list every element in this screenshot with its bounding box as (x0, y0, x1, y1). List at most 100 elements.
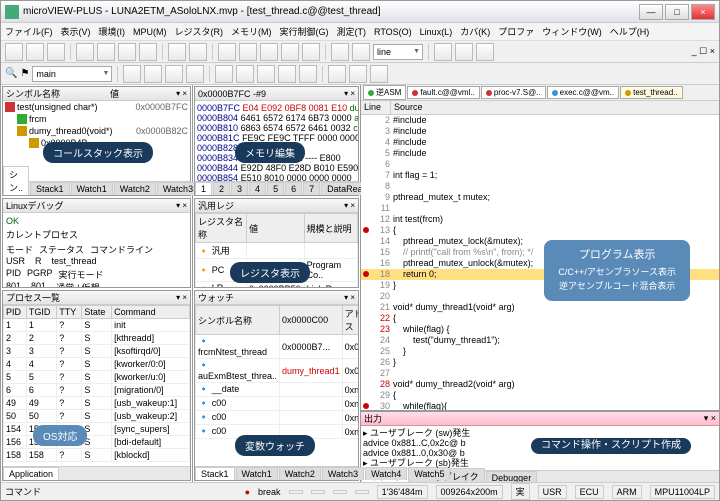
code-line[interactable]: 21void* dumy_thread1(void* arg) (361, 302, 719, 313)
window-menu-close[interactable]: _ ☐ × (692, 46, 715, 57)
source-tab[interactable]: 逆ASM (363, 85, 406, 100)
tb-btn[interactable] (239, 43, 257, 61)
tab[interactable]: Watch1 (71, 182, 113, 195)
menu-item[interactable]: ファイル(F) (5, 25, 53, 38)
menu-item[interactable]: 表示(V) (61, 25, 91, 38)
menu-item[interactable]: 環境(I) (99, 25, 126, 38)
tab[interactable]: シン.. (3, 166, 29, 195)
tb-btn[interactable] (434, 43, 452, 61)
process-row[interactable]: 154154?S[sync_supers] (4, 423, 190, 436)
tb-btn[interactable] (139, 43, 157, 61)
menu-item[interactable]: RTOS(O) (374, 27, 412, 37)
code-line[interactable]: 4#include (361, 137, 719, 148)
code-line[interactable]: 28void* dumy_thread2(void* arg) (361, 379, 719, 390)
tb-btn[interactable] (476, 43, 494, 61)
tab[interactable]: 5 (267, 182, 284, 195)
hex-row[interactable]: 0000B854 E510 8010 0000 0000 0000 (197, 173, 356, 181)
tb-btn[interactable] (123, 65, 141, 83)
menu-item[interactable]: MPU(M) (133, 27, 167, 37)
tb-btn[interactable] (76, 43, 94, 61)
process-row[interactable]: 11?Sinit (4, 319, 190, 332)
menu-item[interactable]: カバ(K) (460, 25, 490, 38)
tb-btn[interactable] (144, 65, 162, 83)
line-combo[interactable]: line (373, 44, 423, 60)
tab[interactable]: Debugger (486, 471, 538, 482)
menu-item[interactable]: レジスタ(R) (175, 25, 224, 38)
code-line[interactable]: 24 test("dumy_thread1"); (361, 335, 719, 346)
binoculars-icon[interactable]: 🔍 (5, 68, 17, 79)
code-line[interactable]: 22{ (361, 313, 719, 324)
tab-application[interactable]: Application (3, 467, 59, 480)
tb-btn[interactable] (186, 65, 204, 83)
code-line[interactable]: 23 while(flag) { (361, 324, 719, 335)
code-line[interactable]: 12int test(frcm) (361, 214, 719, 225)
tb-btn[interactable] (281, 43, 299, 61)
code-line[interactable]: 13{ (361, 225, 719, 236)
watch-row[interactable]: 🔹 c000xnull (196, 397, 359, 411)
hex-row[interactable]: 0000B804 6461 6572 6174 6B73 0000 ad.tas… (197, 113, 356, 123)
tb-btn[interactable] (370, 65, 388, 83)
tb-btn[interactable] (328, 65, 346, 83)
tb-btn[interactable] (299, 65, 317, 83)
tb-btn[interactable] (349, 65, 367, 83)
tab[interactable]: 4 (249, 182, 266, 195)
register-row[interactable]: 🔸 汎用 (196, 243, 358, 259)
tab[interactable]: Stack1 (195, 467, 235, 480)
tree-row[interactable]: dumy_thread0(void*)0x0000B82C (3, 125, 190, 137)
menu-item[interactable]: ウィンドウ(W) (542, 25, 602, 38)
code-line[interactable]: 26} (361, 357, 719, 368)
tab[interactable]: 7 (303, 182, 320, 195)
code-line[interactable]: 7int flag = 1; (361, 170, 719, 181)
tb-btn[interactable] (189, 43, 207, 61)
tab[interactable]: Watch1 (236, 467, 278, 480)
process-row[interactable]: 22?S[kthreadd] (4, 332, 190, 345)
code-line[interactable]: 9pthread_mutex_t mutex; (361, 192, 719, 203)
panel-close-icon[interactable]: ▾ × (344, 89, 355, 98)
code-line[interactable]: 30 while(flag){ (361, 401, 719, 410)
process-row[interactable]: 4949?S[usb_wakeup:1] (4, 397, 190, 410)
tb-btn[interactable] (331, 43, 349, 61)
tb-btn[interactable] (218, 43, 236, 61)
code-line[interactable]: 3#include (361, 126, 719, 137)
tab[interactable]: 6 (285, 182, 302, 195)
source-tab[interactable]: proc-v7.S@.. (481, 86, 546, 99)
code-line[interactable]: 6 (361, 159, 719, 170)
tb-btn[interactable] (257, 65, 275, 83)
tab[interactable]: Stack1 (30, 182, 70, 195)
tb-btn[interactable] (47, 43, 65, 61)
tab[interactable]: 1 (195, 182, 212, 195)
process-row[interactable]: 156156?S[bdi-default] (4, 436, 190, 449)
tb-btn[interactable] (165, 65, 183, 83)
tb-btn[interactable] (97, 43, 115, 61)
close-button[interactable]: × (691, 4, 715, 20)
tb-btn[interactable] (352, 43, 370, 61)
main-combo[interactable]: main (32, 66, 112, 82)
code-line[interactable]: 8 (361, 181, 719, 192)
code-line[interactable]: 2#include (361, 115, 719, 126)
watch-row[interactable]: 🔹 c000xnull (196, 411, 359, 425)
source-tab[interactable]: test_thread.. (620, 86, 682, 99)
tb-btn[interactable] (5, 43, 23, 61)
tb-btn[interactable] (455, 43, 473, 61)
menu-item[interactable]: 測定(T) (337, 25, 367, 38)
tab[interactable]: 3 (231, 182, 248, 195)
hex-row[interactable]: 0000B7FC E04 E092 0BF8 0081 E10 dumy_thr… (197, 103, 356, 113)
panel-close-icon[interactable]: ▾ × (176, 89, 187, 98)
hex-row[interactable]: 0000B810 6863 6574 6572 6461 0032 check.… (197, 123, 356, 133)
tab[interactable]: Watch3 (157, 182, 199, 195)
watch-row[interactable]: 🔹 __date0xnull (196, 383, 359, 397)
process-row[interactable]: 5050?S[usb_wakeup:2] (4, 410, 190, 423)
code-line[interactable]: 11 (361, 203, 719, 214)
menu-item[interactable]: Linux(L) (420, 27, 453, 37)
code-line[interactable]: 27 (361, 368, 719, 379)
tree-row[interactable]: frcm (3, 113, 190, 125)
process-row[interactable]: 55?S[kworker/u:0] (4, 371, 190, 384)
tb-btn[interactable] (236, 65, 254, 83)
panel-close-icon[interactable]: ▾ × (344, 293, 355, 302)
process-row[interactable]: 158158?S[kblockd] (4, 449, 190, 462)
flag-icon[interactable]: ⚑ (20, 68, 29, 79)
minimize-button[interactable]: — (639, 4, 663, 20)
panel-close-icon[interactable]: ▾ × (176, 201, 187, 210)
tab[interactable]: 2 (213, 182, 230, 195)
source-tab[interactable]: exec.c@@vm.. (547, 86, 619, 99)
